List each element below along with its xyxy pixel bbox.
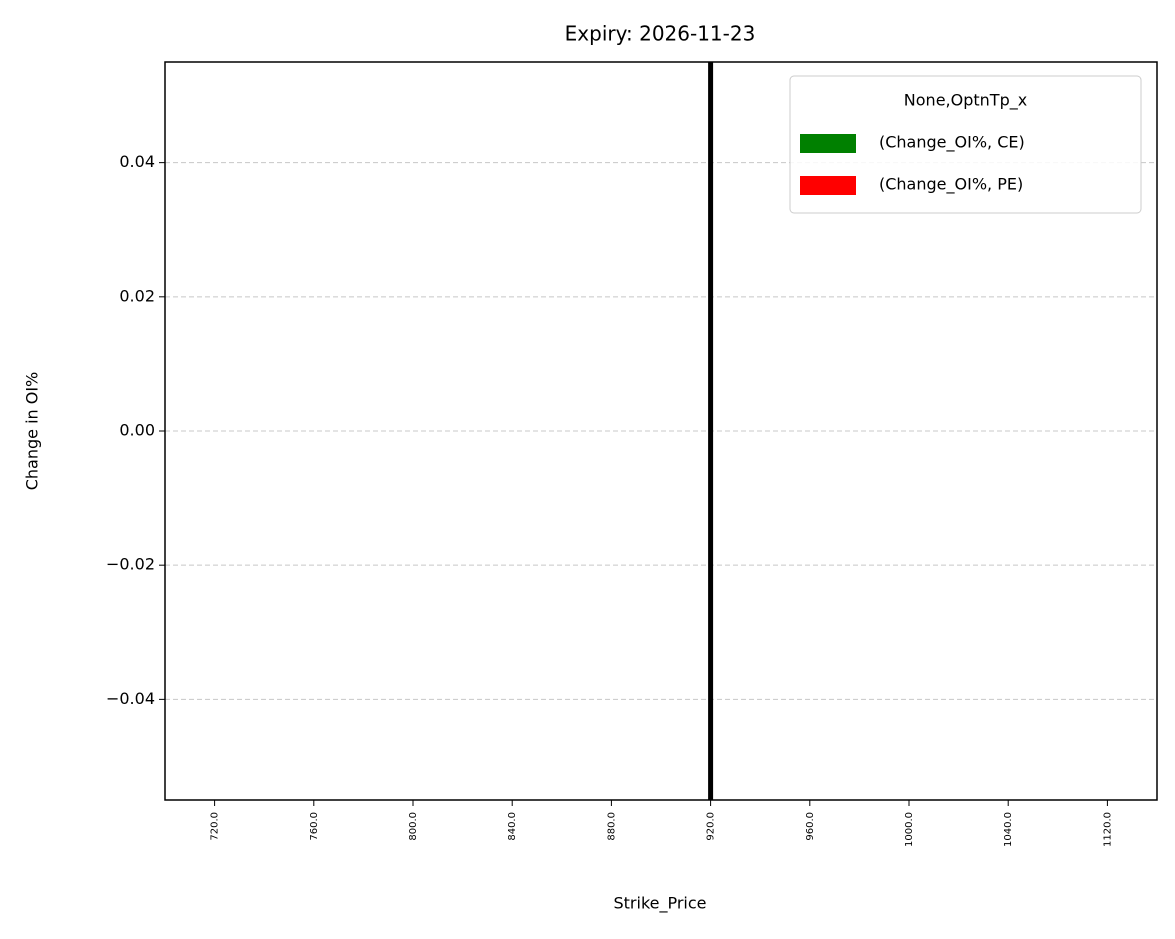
y-tick-label: 0.04 [119,152,155,171]
y-axis-label: Change in OI% [23,372,42,491]
y-tick-label: 0.00 [119,421,155,440]
legend-swatch [800,176,856,195]
y-tick-label: −0.02 [106,555,155,574]
x-tick-label: 760.0 [309,812,320,841]
x-axis-label: Strike_Price [613,894,706,914]
axes-frame [164,61,1158,801]
x-tick-label: 800.0 [408,812,419,841]
x-tick-label: 720.0 [210,812,221,841]
x-tick-label: 1000.0 [904,812,915,847]
legend-swatch [800,134,856,153]
legend-box [789,75,1142,214]
x-tick-label: 960.0 [805,812,816,841]
chart-title: Expiry: 2026-11-23 [565,22,756,46]
y-tick-label: 0.02 [119,286,155,305]
x-tick-label: 1120.0 [1102,812,1113,847]
legend-label: (Change_OI%, PE) [879,175,1023,195]
legend-label: (Change_OI%, CE) [879,133,1025,153]
x-tick-label: 880.0 [606,812,617,841]
y-tick-label: −0.04 [106,689,155,708]
x-tick-label: 840.0 [507,812,518,841]
x-tick-label: 1040.0 [1003,812,1014,847]
x-tick-label: 920.0 [706,812,717,841]
legend-title: None,OptnTp_x [904,91,1027,111]
